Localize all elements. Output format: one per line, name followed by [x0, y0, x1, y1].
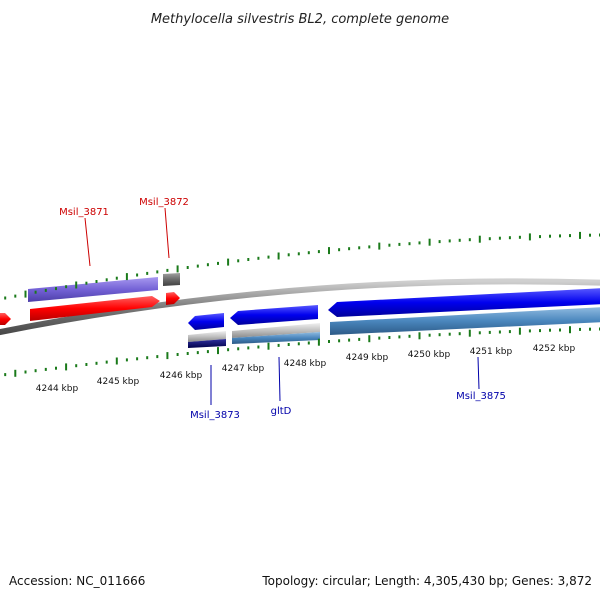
gene-label-msil-3871[interactable]: Msil_3871: [59, 207, 109, 218]
gene-feature-msil-3872[interactable]: [163, 273, 180, 286]
gene-feature-msil-3873[interactable]: [188, 331, 226, 342]
cds-feature-offscreen[interactable]: [0, 313, 11, 325]
gene-label-msil-3872[interactable]: Msil_3872: [139, 197, 189, 208]
tick-label: 4249 kbp: [346, 353, 389, 363]
gene-feature-msil-3873-dark[interactable]: [188, 339, 226, 348]
gene-label-gltd[interactable]: gltD: [271, 406, 292, 417]
tick-label: 4246 kbp: [160, 371, 203, 381]
gene-feature-gltd[interactable]: [232, 323, 320, 338]
upper-tick-row: [4, 231, 600, 300]
tick-label: 4252 kbp: [533, 344, 576, 354]
tick-label: 4248 kbp: [284, 359, 327, 369]
tick-label: 4250 kbp: [408, 350, 451, 360]
gene-feature-msil-3871[interactable]: [28, 277, 158, 302]
genome-summary-text: Topology: circular; Length: 4,305,430 bp…: [262, 574, 592, 588]
cds-feature-gltd[interactable]: [230, 305, 318, 325]
gene-label-msil-3875[interactable]: Msil_3875: [456, 391, 506, 402]
cds-feature-msil-3871[interactable]: [30, 296, 160, 321]
leader-line-msil-3872: [164, 207, 170, 259]
gene-feature-msil-3875[interactable]: [330, 307, 600, 335]
gene-feature-gltd-steel[interactable]: [232, 332, 320, 344]
accession-text: Accession: NC_011666: [9, 574, 146, 588]
gene-labels: Msil_3871 Msil_3872 Msil_3873 gltD Msil_…: [59, 197, 506, 421]
genome-backbone: [0, 278, 600, 336]
cds-feature-msil-3872[interactable]: [166, 292, 180, 305]
tick-label: 4245 kbp: [97, 377, 140, 387]
map-title: Methylocella silvestris BL2, complete ge…: [151, 12, 449, 27]
tick-label: 4251 kbp: [470, 347, 513, 357]
leader-line-gltd: [278, 356, 281, 402]
leader-line-msil-3875: [477, 356, 480, 390]
cds-feature-msil-3875[interactable]: [328, 288, 600, 317]
gene-label-msil-3873[interactable]: Msil_3873: [190, 410, 240, 421]
forward-strand-features: [0, 273, 180, 325]
reverse-strand-features: [188, 288, 600, 348]
lower-tick-row: [4, 326, 600, 377]
cds-feature-msil-3873[interactable]: [188, 313, 224, 330]
tick-label: 4247 kbp: [222, 364, 265, 374]
leader-line-msil-3871: [84, 217, 91, 267]
tick-label-row: 4244 kbp 4245 kbp 4246 kbp 4247 kbp 4248 kbp…: [36, 344, 576, 394]
tick-label: 4244 kbp: [36, 384, 79, 394]
